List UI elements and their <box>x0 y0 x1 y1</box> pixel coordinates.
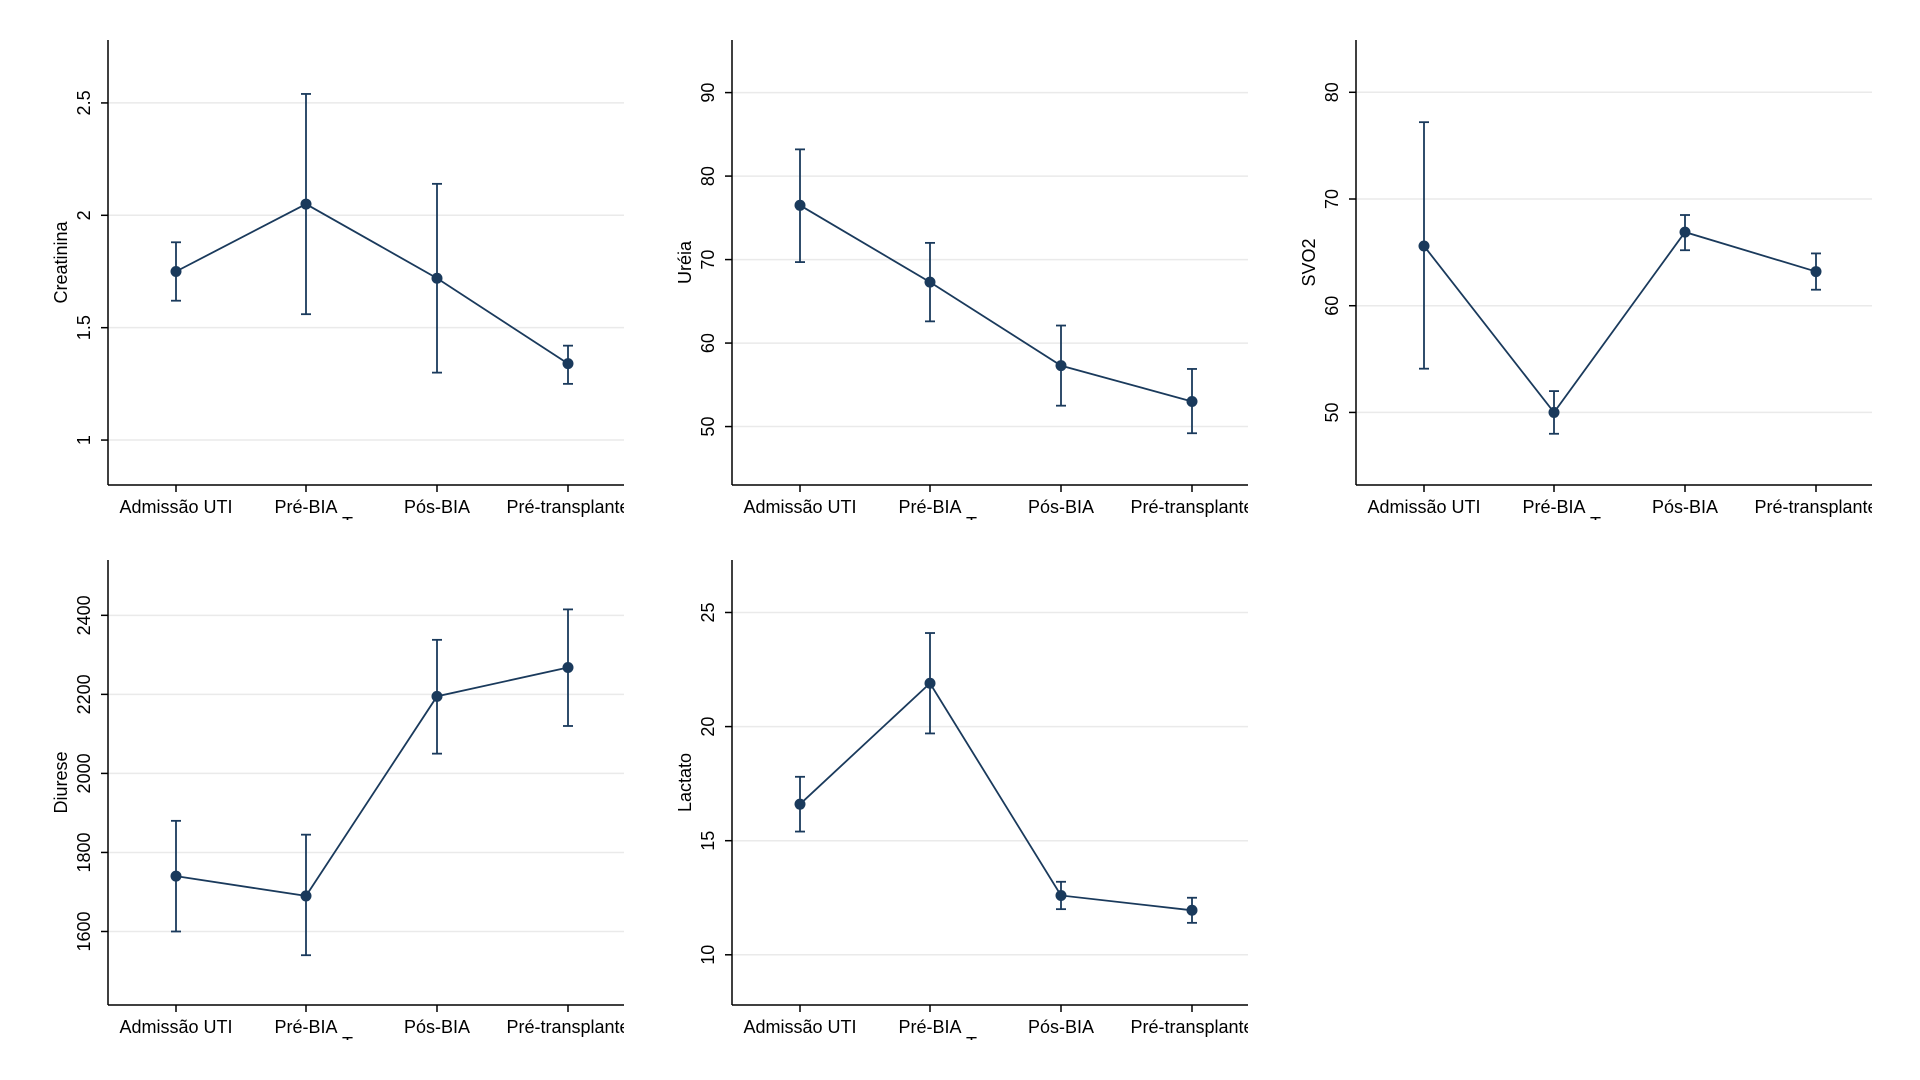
x-tick-label: Pré-transplante <box>506 497 624 517</box>
series-line <box>799 681 1193 912</box>
series-line <box>175 203 569 365</box>
y-tick-label: 2200 <box>74 674 94 714</box>
x-tick-label: Pré-BIA <box>274 1017 337 1037</box>
x-axis-title: Tempo <box>966 514 1020 520</box>
data-point <box>1055 360 1067 372</box>
chart-creatinina: 1 1.5 2 2.5 Admissão UTI Pré-BIA Pós-BIA Pré-tr… <box>0 0 624 520</box>
chart-ureia-svg: 50 60 70 80 90 Admissão UTI Pré-BIA Pós-BIA Pré-… <box>675 40 1248 520</box>
y-tick-label: 60 <box>1322 296 1342 316</box>
y-tick-label: 25 <box>698 602 718 622</box>
y-tick-label: 2000 <box>74 753 94 793</box>
y-tick-label: 2400 <box>74 595 94 635</box>
chart-ureia: 50 60 70 80 90 Admissão UTI Pré-BIA Pós-BIA Pré-… <box>624 0 1248 520</box>
chart-diurese: 1600 1800 2000 2200 2400 Admissão UTI Pré-BIA P… <box>0 520 624 1040</box>
x-tick-label: Pós-BIA <box>404 1017 470 1037</box>
y-tick-label: 70 <box>698 250 718 270</box>
chart-diurese-svg: 1600 1800 2000 2200 2400 Admissão UTI Pré-BIA P… <box>51 560 624 1040</box>
y-tick-label: 1800 <box>74 832 94 872</box>
data-point <box>924 276 936 288</box>
data-point <box>1679 226 1691 238</box>
y-axis-title: Uréia <box>675 240 695 284</box>
chart-svo2: 50 60 70 80 Admissão UTI Pré-BIA Pós-BIA Pré-tr… <box>1248 0 1872 520</box>
x-tick-label: Pré-BIA <box>898 1017 961 1037</box>
y-tick-label: 15 <box>698 831 718 851</box>
data-point <box>1186 396 1198 408</box>
x-tick-label: Pós-BIA <box>1652 497 1718 517</box>
series-line <box>799 204 1193 403</box>
y-tick-label: 90 <box>698 83 718 103</box>
y-axis-title: Diurese <box>51 751 71 813</box>
x-axis-title: Tempo <box>342 1034 396 1040</box>
y-axis-title: SVO2 <box>1299 238 1319 286</box>
data-point <box>1055 889 1067 901</box>
x-tick-label: Pós-BIA <box>1028 497 1094 517</box>
chart-svo2-svg: 50 60 70 80 Admissão UTI Pré-BIA Pós-BIA Pré-tr… <box>1299 40 1872 520</box>
data-point <box>1186 904 1198 916</box>
x-axis-title: Tempo <box>966 1034 1020 1040</box>
y-tick-label: 50 <box>1322 402 1342 422</box>
y-tick-label: 2.5 <box>74 90 94 115</box>
data-point <box>562 661 574 673</box>
y-tick-label: 1 <box>74 435 94 445</box>
x-tick-label: Admissão UTI <box>119 1017 232 1037</box>
chart-lactato: 10 15 20 25 Admissão UTI Pré-BIA Pós-BIA Pré-tr… <box>624 520 1248 1040</box>
data-point <box>431 272 443 284</box>
x-tick-label: Pré-transplante <box>1130 1017 1248 1037</box>
series-line <box>175 666 569 897</box>
x-tick-label: Admissão UTI <box>119 497 232 517</box>
series-line <box>1423 231 1817 414</box>
y-tick-label: 80 <box>1322 82 1342 102</box>
x-tick-label: Admissão UTI <box>743 497 856 517</box>
x-axis-title: Tempo <box>342 514 396 520</box>
y-tick-label: 1600 <box>74 911 94 951</box>
data-point <box>300 198 312 210</box>
data-point <box>794 199 806 211</box>
x-tick-label: Pós-BIA <box>404 497 470 517</box>
data-point <box>1548 406 1560 418</box>
y-tick-label: 20 <box>698 717 718 737</box>
x-axis-title: Tempo <box>1590 514 1644 520</box>
y-tick-label: 80 <box>698 166 718 186</box>
x-tick-label: Pré-transplante <box>1754 497 1872 517</box>
y-axis-title: Lactato <box>675 753 695 812</box>
y-axis-title: Creatinina <box>51 220 71 303</box>
data-point <box>562 358 574 370</box>
data-point <box>431 690 443 702</box>
x-tick-label: Pré-BIA <box>898 497 961 517</box>
x-tick-label: Admissão UTI <box>1367 497 1480 517</box>
x-tick-label: Pré-transplante <box>506 1017 624 1037</box>
y-tick-label: 2 <box>74 210 94 220</box>
data-point <box>924 677 936 689</box>
y-tick-label: 10 <box>698 945 718 965</box>
y-tick-label: 50 <box>698 417 718 437</box>
y-tick-label: 70 <box>1322 189 1342 209</box>
chart-creatinina-svg: 1 1.5 2 2.5 Admissão UTI Pré-BIA Pós-BIA Pré-tr… <box>51 40 624 520</box>
chart-lactato-svg: 10 15 20 25 Admissão UTI Pré-BIA Pós-BIA Pré-tr… <box>675 560 1248 1040</box>
data-point <box>1810 266 1822 278</box>
y-tick-label: 60 <box>698 333 718 353</box>
data-point <box>300 890 312 902</box>
y-tick-label: 1.5 <box>74 315 94 340</box>
x-tick-label: Pré-BIA <box>1522 497 1585 517</box>
x-tick-label: Pós-BIA <box>1028 1017 1094 1037</box>
data-point <box>794 798 806 810</box>
data-point <box>1418 240 1430 252</box>
x-tick-label: Pré-transplante <box>1130 497 1248 517</box>
x-tick-label: Pré-BIA <box>274 497 337 517</box>
data-point <box>170 870 182 882</box>
x-tick-label: Admissão UTI <box>743 1017 856 1037</box>
data-point <box>170 265 182 277</box>
